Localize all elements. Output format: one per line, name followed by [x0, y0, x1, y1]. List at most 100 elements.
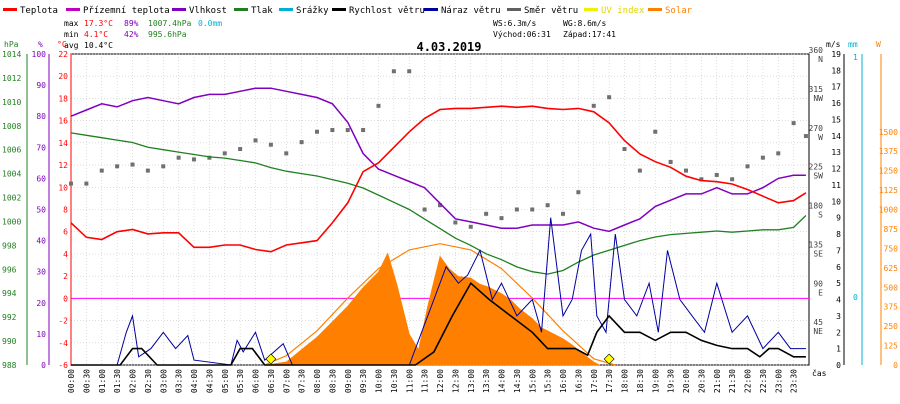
x-tick-label: 11:00: [405, 369, 414, 393]
y-tick-pressure: 994: [2, 289, 17, 298]
x-tick-label: 21:00: [713, 369, 722, 393]
x-tick-label: 10:00: [375, 369, 384, 393]
legend-swatch: [66, 8, 80, 11]
legend-swatch: [648, 8, 662, 11]
y-tick-temperature: 10: [58, 183, 68, 192]
point-wind-direction: [438, 203, 442, 208]
x-tick-label: 16:30: [574, 369, 583, 393]
point-uv-index: [603, 353, 615, 365]
legend-swatch: [3, 8, 17, 11]
y-tick-wind: 1: [836, 345, 841, 354]
legend-swatch: [507, 8, 521, 11]
y-tick-temperature: -4: [58, 339, 68, 348]
y-tick-wind-direction: 180: [809, 202, 824, 211]
y-tick-solar: 875: [884, 225, 899, 234]
series-wind-speed-line: [71, 281, 806, 366]
y-tick-humidity: 60: [36, 174, 46, 183]
point-wind-direction: [253, 138, 258, 143]
x-tick-label: 05:00: [221, 369, 230, 393]
point-wind-direction: [484, 211, 489, 216]
point-wind-direction: [84, 181, 89, 186]
y-tick-solar: 125: [884, 342, 899, 351]
y-tick-wind: 7: [836, 246, 841, 255]
x-tick-label: 13:30: [482, 369, 491, 393]
y-tick-temperature: 14: [58, 139, 68, 148]
stats-sunrise: Východ:06:31: [493, 30, 551, 39]
legend-label: Směr větru: [524, 6, 578, 16]
x-tick-label: 21:30: [728, 369, 737, 393]
y-tick-temperature: 22: [58, 50, 68, 59]
x-tick-label: 04:30: [205, 369, 214, 393]
y-tick-wind: 0: [836, 361, 841, 370]
legend-item-solar: Solar: [648, 6, 693, 16]
point-wind-direction: [268, 142, 273, 147]
y-tick-temperature: -2: [58, 317, 68, 326]
y-tick-pressure: 1008: [2, 122, 21, 131]
y-tick-pressure: 992: [2, 313, 17, 322]
y-tick-wind-direction: 270: [809, 124, 824, 133]
stats-wind-gust: WG:8.6m/s: [563, 19, 607, 28]
legend-swatch: [424, 8, 438, 11]
series-solar-theoretical-line: [264, 243, 616, 366]
y-tick-solar: 750: [884, 244, 899, 253]
chart-title: 4.03.2019: [416, 40, 481, 54]
point-wind-direction: [69, 181, 73, 186]
y-tick-humidity: 70: [36, 143, 46, 152]
y-tick-temperature: 12: [58, 161, 68, 170]
point-wind-direction: [130, 162, 135, 167]
y-tick-rain: 0: [853, 293, 858, 302]
series-temperature-line: [70, 105, 807, 253]
legend-swatch: [279, 8, 293, 11]
y-tick-solar: 0: [893, 361, 898, 370]
y-tick-humidity: 10: [36, 330, 46, 339]
stats-min-humidity: 42%: [124, 30, 139, 39]
legend-item-vlhkost: Vlhkost: [172, 6, 227, 16]
x-tick-label: 17:30: [605, 369, 614, 393]
y-tick-wind-direction-label: W: [818, 133, 823, 142]
stats-max-pressure: 1007.4hPa: [148, 19, 192, 28]
point-wind-direction: [637, 168, 642, 173]
series-pressure-line: [70, 132, 807, 275]
stats-max-label: max: [64, 19, 79, 28]
point-wind-direction: [714, 172, 719, 177]
legend-label: Rychlost větru: [349, 6, 425, 16]
point-wind-direction: [315, 129, 319, 134]
y-tick-pressure: 988: [2, 361, 17, 370]
series-wind-gust-line: [71, 217, 806, 366]
y-tick-humidity: 90: [36, 81, 46, 90]
legend-item-uv-index: UV index: [584, 6, 645, 16]
point-wind-direction: [730, 177, 735, 182]
point-wind-direction: [791, 121, 796, 126]
axes: 00:00 00:30 01:00 01:30 02:00 02:30 03:00 03:30…: [2, 46, 898, 393]
legend-label: Vlhkost: [189, 6, 227, 16]
x-tick-label: 02:30: [144, 369, 153, 393]
unit-celsius: °C: [57, 40, 67, 49]
y-tick-temperature: 16: [58, 117, 68, 126]
y-tick-wind-direction-label: E: [818, 288, 823, 297]
y-tick-pressure: 1002: [2, 194, 21, 203]
unit-cas: čas: [812, 368, 827, 378]
x-tick-label: 09:30: [359, 369, 368, 393]
point-wind-direction: [530, 207, 535, 212]
point-wind-direction: [591, 103, 596, 108]
y-tick-temperature: 6: [63, 228, 68, 237]
y-tick-solar: 1375: [879, 147, 898, 156]
y-tick-rain: 1: [853, 53, 858, 62]
legend: Teplota Přízemní teplota Vlhkost Tlak Sr…: [3, 6, 693, 16]
x-tick-label: 00:00: [67, 369, 76, 393]
y-tick-wind: 19: [831, 50, 841, 59]
y-tick-wind-direction: 315: [809, 85, 824, 94]
legend-item-naraz-vetru: Náraz větru: [424, 6, 501, 16]
x-tick-label: 23:00: [774, 369, 783, 393]
y-tick-wind: 16: [831, 99, 841, 108]
x-tick-label: 19:00: [651, 369, 660, 393]
point-wind-direction: [699, 177, 704, 182]
stats-avg-label: avg: [64, 41, 79, 50]
x-tick-label: 13:00: [467, 369, 476, 393]
y-tick-humidity: 40: [36, 237, 46, 246]
x-tick-label: 05:30: [236, 369, 245, 393]
point-wind-direction: [145, 168, 150, 173]
x-tick-label: 19:30: [667, 369, 676, 393]
legend-item-rychlost-vetru: Rychlost větru: [332, 6, 425, 16]
